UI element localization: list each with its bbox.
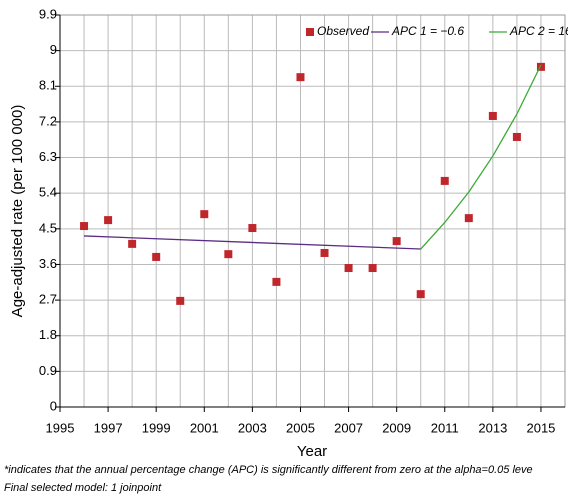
y-tick-label: 9 [50, 42, 57, 57]
x-tick-label: 2005 [286, 420, 315, 435]
fit-line [420, 64, 542, 250]
y-tick-label: 2.7 [39, 292, 57, 307]
footnote: *indicates that the annual percentage ch… [4, 464, 533, 476]
x-tick-label: 2011 [431, 420, 459, 435]
observed-point [296, 73, 305, 82]
x-tick-label: 1999 [142, 420, 171, 435]
x-tick-label: 1997 [94, 420, 123, 435]
y-tick-label: 5.4 [39, 185, 57, 200]
x-tick-label: 2013 [478, 420, 507, 435]
observed-point [512, 132, 521, 141]
observed-point [128, 239, 137, 248]
observed-point [224, 250, 233, 259]
observed-point [176, 296, 185, 305]
observed-point [320, 248, 329, 257]
observed-point [344, 264, 353, 273]
observed-point [80, 222, 89, 231]
y-tick-label: 0 [50, 398, 57, 413]
legend-label: APC 1 = −0.6 [391, 24, 464, 38]
observed-point [488, 111, 497, 120]
observed-point [536, 62, 545, 71]
x-tick-label: 2003 [238, 420, 267, 435]
y-tick-label: 3.6 [39, 256, 57, 271]
legend-marker [306, 28, 314, 36]
observed-point [368, 264, 377, 273]
observed-point [104, 216, 113, 225]
x-tick-label: 2001 [190, 420, 219, 435]
x-tick-label: 2007 [334, 420, 363, 435]
legend-label: APC 2 = 16.7* [509, 24, 568, 38]
footnote: Final selected model: 1 joinpoint [4, 482, 162, 494]
x-axis-label: Year [297, 443, 327, 460]
x-tick-label: 1995 [46, 420, 75, 435]
y-tick-label: 6.3 [39, 149, 57, 164]
y-tick-label: 7.2 [39, 113, 57, 128]
plot-frame [59, 14, 566, 408]
observed-point [392, 237, 401, 246]
fit-line [84, 235, 421, 250]
x-tick-label: 2009 [382, 420, 411, 435]
observed-point [464, 214, 473, 223]
observed-point [272, 277, 281, 286]
observed-point [416, 290, 425, 299]
y-tick-label: 8.1 [39, 78, 57, 93]
observed-point [200, 210, 209, 219]
y-tick-label: 1.8 [39, 327, 57, 342]
observed-point [248, 224, 257, 233]
y-axis-label: Age-adjusted rate (per 100 000) [9, 105, 26, 318]
legend-label: Observed [317, 24, 369, 38]
y-tick-label: 0.9 [39, 363, 57, 378]
observed-point [440, 176, 449, 185]
observed-point [152, 252, 161, 261]
x-tick-label: 2015 [526, 420, 555, 435]
y-tick-label: 4.5 [39, 220, 57, 235]
y-tick-label: 9.9 [39, 6, 57, 21]
